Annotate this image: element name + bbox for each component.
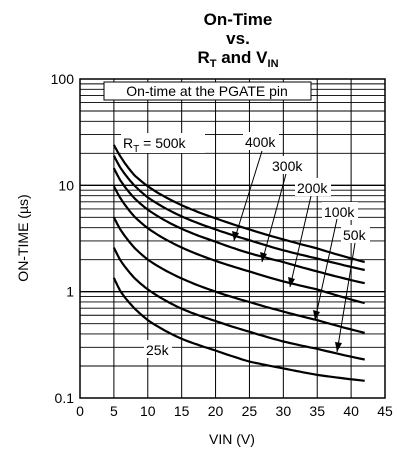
y-axis-label: ON-TIME (µs) — [15, 194, 31, 281]
series-line-50k — [112, 247, 365, 361]
annotation-500k-bg — [121, 133, 205, 153]
plot-border — [79, 78, 386, 399]
arrow-100k — [314, 218, 338, 321]
annotation-400k-bg — [243, 132, 279, 150]
inner-label-box — [103, 81, 312, 101]
arrow-200k — [289, 195, 312, 288]
inner-label: On-time at the PGATE pin — [126, 83, 288, 99]
annotation-100k: 100k — [324, 204, 355, 220]
plot-frame — [79, 78, 386, 399]
annotation-200k-bg — [295, 178, 331, 196]
chart-title-t-subscript: T — [210, 58, 217, 70]
x-tick-label-7: 35 — [309, 403, 325, 419]
x-tick-label-3: 15 — [174, 403, 190, 419]
series-line-25k — [112, 277, 365, 382]
series-line-100k — [112, 216, 365, 334]
y-tick-label-3: 100 — [51, 71, 75, 87]
x-axis-label: VIN (V) — [209, 431, 255, 447]
y-tick-label-0: 0.1 — [55, 390, 75, 406]
chart-title-r: R — [197, 48, 209, 67]
y-tick-label-2: 10 — [58, 177, 74, 193]
x-tick-label-6: 30 — [276, 403, 292, 419]
arrow-400k — [233, 150, 263, 242]
arrowhead-400k — [232, 231, 239, 241]
x-tick-label-9: 45 — [377, 403, 393, 419]
series-line-300k — [112, 167, 365, 285]
annotations: RT = 500k 400k 300k 200k 100k 50k 25k — [121, 132, 370, 358]
chart-title-line1: On-Time — [204, 10, 273, 29]
chart-title-line3: RT and VIN — [197, 48, 278, 70]
series-line-200k — [112, 185, 365, 305]
x-tick-label-8: 40 — [343, 403, 359, 419]
grid — [80, 79, 385, 398]
series-line-400k — [112, 155, 365, 272]
arrowhead-100k — [313, 310, 320, 320]
arrow-50k — [336, 242, 356, 353]
annotation-500k-r: R — [123, 135, 133, 151]
chart-title-in-subscript: IN — [268, 58, 279, 70]
annotation-25k: 25k — [146, 342, 170, 358]
annotation-25k-bg — [144, 340, 172, 358]
annotation-300k: 300k — [272, 158, 303, 174]
arrowhead-300k — [260, 252, 267, 262]
arrow-300k — [261, 173, 287, 263]
x-tick-label-5: 25 — [242, 403, 258, 419]
x-tick-label-0: 0 — [76, 403, 84, 419]
annotation-500k-t-subscript: T — [133, 144, 139, 155]
annotation-50k-bg — [341, 225, 370, 243]
annotation-100k-bg — [322, 202, 358, 220]
annotation-300k-bg — [270, 156, 306, 174]
tick-labels: 0 5 10 15 20 25 30 35 40 45 0.1 1 10 100 — [51, 71, 393, 419]
series-curves — [112, 144, 365, 382]
arrowhead-200k — [288, 277, 295, 287]
x-tick-label-1: 5 — [110, 403, 118, 419]
x-tick-label-4: 20 — [208, 403, 224, 419]
arrowhead-50k — [335, 342, 342, 352]
annotation-500k: RT = 500k — [123, 135, 187, 155]
x-tick-label-2: 10 — [140, 403, 156, 419]
chart-title-and-v: and V — [217, 48, 269, 67]
annotation-400k: 400k — [245, 134, 276, 150]
annotation-50k: 50k — [343, 227, 367, 243]
annotation-200k: 200k — [297, 180, 328, 196]
chart-title-line2: vs. — [226, 29, 250, 48]
annotation-500k-value: = 500k — [139, 135, 186, 151]
y-tick-label-1: 1 — [66, 284, 74, 300]
